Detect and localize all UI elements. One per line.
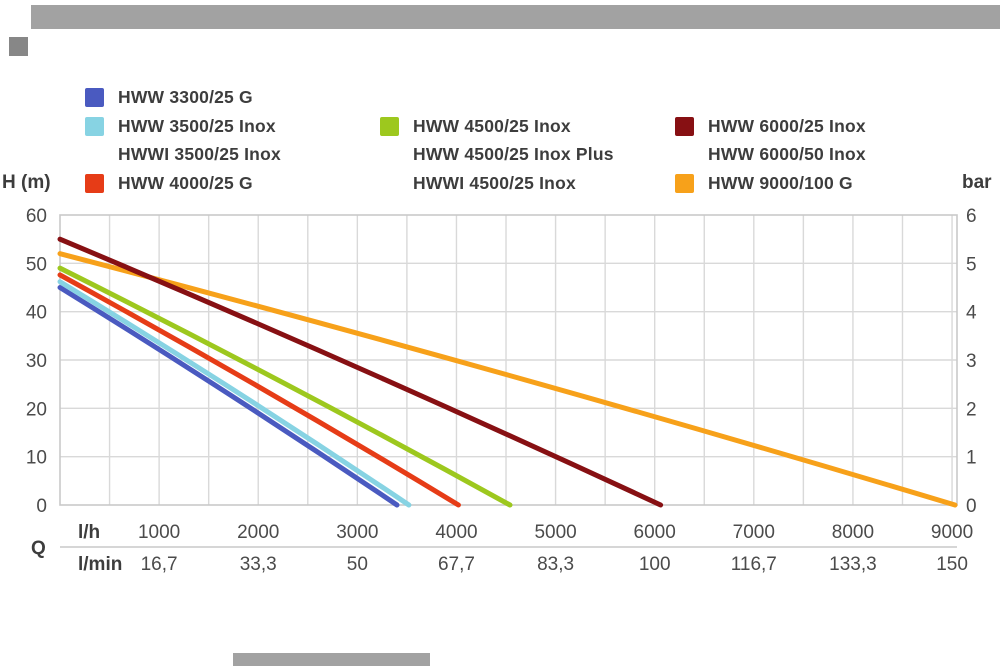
svg-text:5: 5 — [966, 254, 977, 275]
svg-text:100: 100 — [639, 554, 671, 575]
legend-swatch-red — [85, 173, 104, 193]
legend-label: HWW 4500/25 Inox — [413, 115, 571, 136]
svg-text:1: 1 — [966, 448, 977, 469]
legend-item-hww-9000-100-g: HWW 9000/100 G — [675, 173, 853, 193]
legend-swatch-orange — [675, 173, 694, 193]
legend-item-hww-6000-25-inox: HWW 6000/25 Inox — [675, 116, 866, 136]
svg-text:Q: Q — [31, 538, 46, 559]
svg-text:16,7: 16,7 — [141, 554, 178, 575]
y-axis-left-unit-label: H (m) — [2, 172, 51, 193]
legend-swatch-blue — [85, 87, 104, 107]
svg-text:50: 50 — [347, 554, 368, 575]
legend-swatch-cyan — [85, 116, 104, 136]
legend-label: HWWI 4500/25 Inox — [413, 172, 576, 193]
top-bar-fragment — [31, 5, 1000, 29]
svg-text:4: 4 — [966, 303, 977, 324]
svg-text:10: 10 — [26, 448, 47, 469]
legend-label: HWW 4000/25 G — [118, 172, 253, 193]
legend-item-hww-4000-25-g: HWW 4000/25 G — [85, 173, 253, 193]
svg-text:l/min: l/min — [78, 554, 122, 575]
legend-item-hwwi-3500-25-inox: HWWI 3500/25 Inox — [85, 144, 281, 164]
svg-text:40: 40 — [26, 303, 47, 324]
svg-text:67,7: 67,7 — [438, 554, 475, 575]
svg-text:150: 150 — [936, 554, 968, 575]
svg-text:0: 0 — [966, 496, 977, 517]
svg-text:6: 6 — [966, 206, 977, 227]
legend-label: HWW 3500/25 Inox — [118, 115, 276, 136]
svg-text:83,3: 83,3 — [537, 554, 574, 575]
y-axis-right-unit-label: bar — [962, 172, 992, 193]
legend-item-hww-3300-25-g: HWW 3300/25 G — [85, 87, 253, 107]
legend-swatch-darkred — [675, 116, 694, 136]
svg-text:6000: 6000 — [634, 522, 676, 543]
legend-item-hww-4500-25-inox-plus: HWW 4500/25 Inox Plus — [380, 144, 614, 164]
legend-label: HWW 9000/100 G — [708, 172, 853, 193]
svg-text:2: 2 — [966, 399, 977, 420]
svg-text:20: 20 — [26, 399, 47, 420]
legend-item-hww-3500-25-inox: HWW 3500/25 Inox — [85, 116, 276, 136]
legend-label: HWW 3300/25 G — [118, 86, 253, 107]
svg-text:2000: 2000 — [237, 522, 279, 543]
legend-label: HWW 4500/25 Inox Plus — [413, 143, 614, 164]
svg-text:133,3: 133,3 — [829, 554, 877, 575]
legend-item-hwwi-4500-25-inox: HWWI 4500/25 Inox — [380, 173, 576, 193]
legend-item-hww-4500-25-inox: HWW 4500/25 Inox — [380, 116, 571, 136]
top-left-square-fragment — [9, 37, 28, 56]
svg-text:5000: 5000 — [534, 522, 576, 543]
legend-label: HWWI 3500/25 Inox — [118, 143, 281, 164]
svg-text:0: 0 — [36, 496, 47, 517]
svg-text:33,3: 33,3 — [240, 554, 277, 575]
legend-item-hww-6000-50-inox: HWW 6000/50 Inox — [675, 144, 866, 164]
svg-text:7000: 7000 — [733, 522, 775, 543]
legend-label: HWW 6000/50 Inox — [708, 143, 866, 164]
svg-text:9000: 9000 — [931, 522, 973, 543]
svg-text:8000: 8000 — [832, 522, 874, 543]
svg-text:1000: 1000 — [138, 522, 180, 543]
legend-label: HWW 6000/25 Inox — [708, 115, 866, 136]
svg-text:60: 60 — [26, 206, 47, 227]
svg-text:3000: 3000 — [336, 522, 378, 543]
svg-text:3: 3 — [966, 351, 977, 372]
svg-text:l/h: l/h — [78, 522, 100, 543]
bottom-bar-fragment — [233, 653, 430, 666]
svg-text:50: 50 — [26, 254, 47, 275]
svg-text:30: 30 — [26, 351, 47, 372]
svg-text:116,7: 116,7 — [731, 554, 777, 575]
legend-swatch-green — [380, 116, 399, 136]
svg-text:4000: 4000 — [435, 522, 477, 543]
